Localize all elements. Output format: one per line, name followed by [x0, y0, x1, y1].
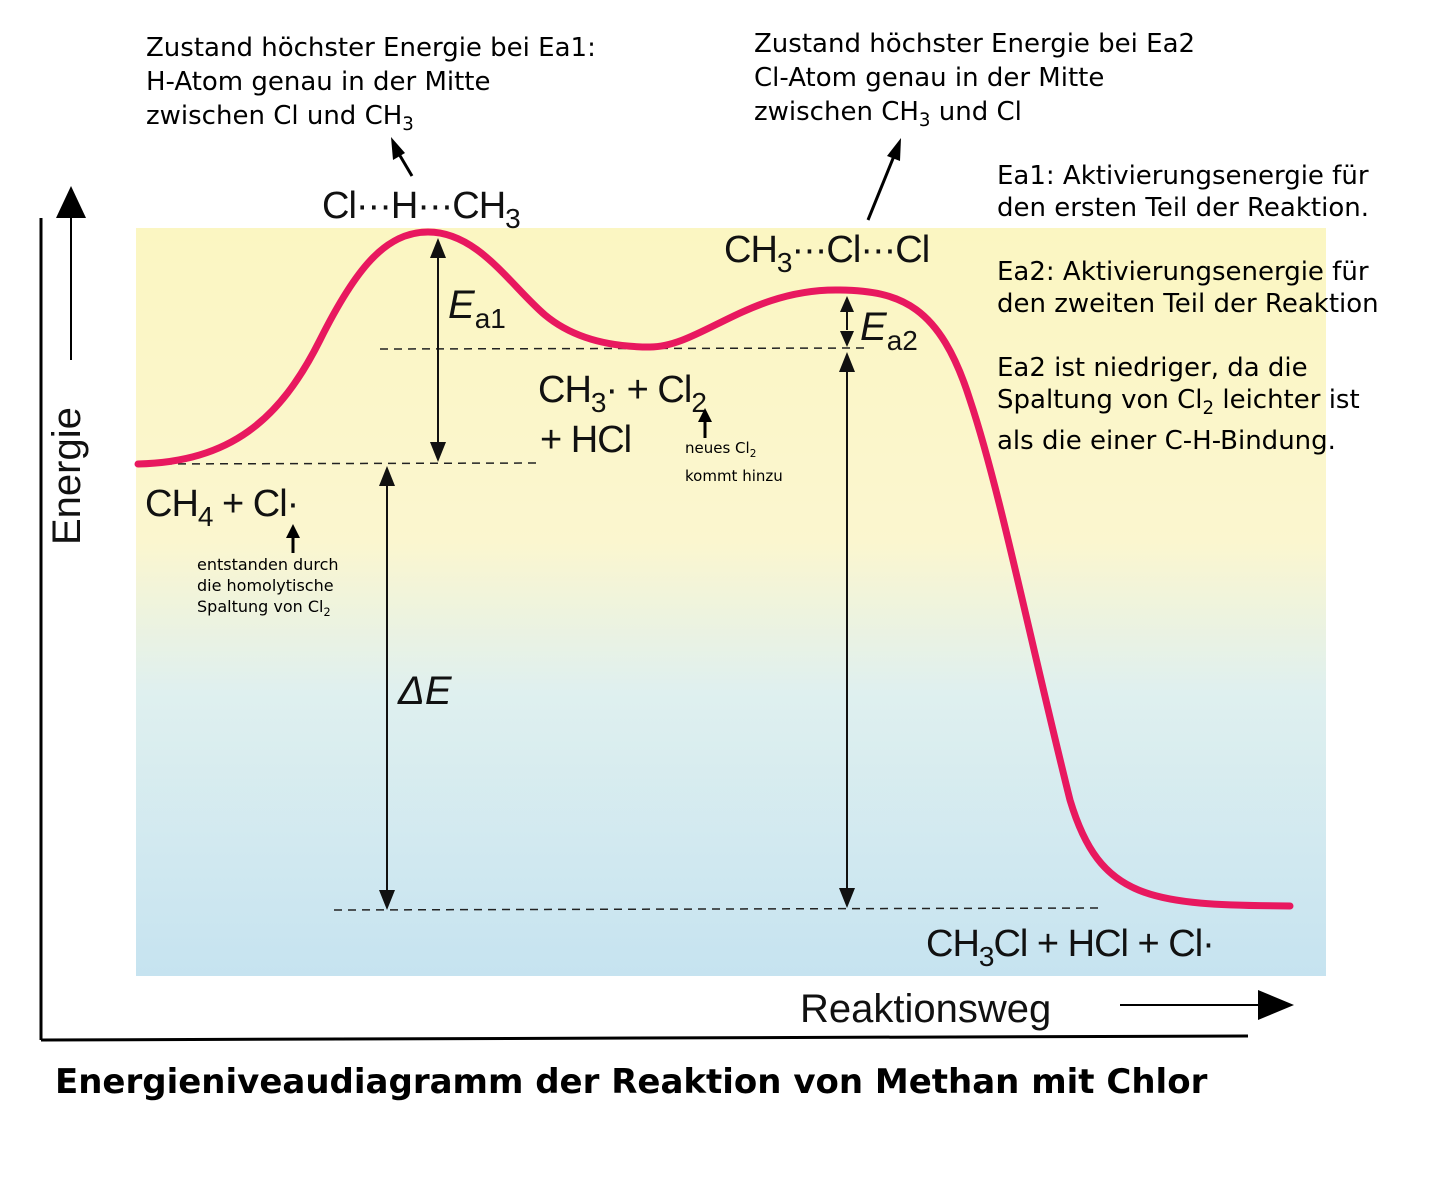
x-axis	[40, 1034, 1249, 1042]
product-level-line	[333, 907, 1101, 911]
ts1-annotation-line2: H-Atom genau in der Mitte	[146, 67, 491, 97]
ea1-definition-line1: Ea1: Aktivierungsenergie für	[997, 161, 1369, 191]
ts2-label: CH3···Cl···Cl	[724, 229, 929, 278]
ea1-arrowhead-bottom	[430, 442, 446, 462]
new-cl2-annotation-line1: neues Cl2	[685, 439, 757, 460]
ts1-annotation-line3: zwischen Cl und CH3	[146, 101, 414, 136]
x-axis-arrowhead	[1258, 990, 1294, 1020]
delta-e-arrowhead-bottom	[379, 890, 395, 910]
ts2-annotation-line2: Cl-Atom genau in der Mitte	[754, 63, 1105, 93]
delta-e-arrowhead-top	[379, 466, 395, 486]
ts1-label: Cl···H···CH3	[322, 185, 520, 234]
diagram-title: Energieniveaudiagramm der Reaktion von M…	[55, 1062, 1208, 1102]
new-cl2-annotation-line2: kommt hinzu	[685, 467, 783, 485]
cl-radical-pointer-head	[286, 524, 300, 538]
products-label: CH3Cl + HCl + Cl·	[926, 923, 1214, 972]
cl-radical-annotation-line2: die homolytische	[197, 576, 334, 595]
ea2-label: Ea2	[860, 305, 918, 356]
ea2-definition: Ea2: Aktivierungsenergie für den zweiten…	[997, 256, 1379, 320]
reactant-level-line	[135, 462, 541, 465]
ts1-pointer-line	[397, 153, 414, 177]
ea2-arrowhead-top	[840, 296, 854, 312]
ts2-annotation-line3: zwischen CH3 und Cl	[754, 97, 1022, 132]
intermediate-label-line2: + HCl	[540, 419, 631, 461]
step2-energy-arrowhead-bottom	[839, 888, 855, 908]
ea1-definition: Ea1: Aktivierungsenergie für den ersten …	[997, 160, 1369, 224]
ea1-definition-line2: den ersten Teil der Reaktion.	[997, 193, 1369, 223]
y-axis-label: Energie	[45, 407, 89, 545]
ts2-annotation: Zustand höchster Energie bei Ea2 Cl-Atom…	[754, 27, 1195, 138]
cl-radical-annotation: entstanden durch die homolytische Spaltu…	[197, 554, 339, 623]
delta-e-label: ΔE	[397, 669, 453, 713]
ts1-annotation: Zustand höchster Energie bei Ea1: H-Atom…	[146, 31, 596, 142]
ea2-definition-line1: Ea2: Aktivierungsenergie für	[997, 257, 1369, 287]
cl-radical-annotation-line1: entstanden durch	[197, 555, 339, 574]
y-axis-arrowhead	[56, 186, 86, 218]
ea1-label: Ea1	[448, 283, 506, 334]
diagram-background	[136, 228, 1326, 976]
ea2-definition-line2: den zweiten Teil der Reaktion	[997, 289, 1379, 319]
step2-energy-arrowhead-top	[839, 352, 855, 372]
reactants-label: CH4 + Cl·	[145, 483, 298, 532]
intermediate-label-line1: CH3· + Cl2	[538, 369, 706, 418]
ea2-reason: Ea2 ist niedriger, da die Spaltung von C…	[997, 352, 1360, 457]
ea2-reason-line1: Ea2 ist niedriger, da die	[997, 353, 1308, 383]
ea1-arrowhead-top	[430, 238, 446, 258]
x-axis-label: Reaktionsweg	[800, 987, 1051, 1031]
ea2-reason-line2: Spaltung von Cl2 leichter ist	[997, 385, 1360, 420]
new-cl2-pointer-head	[698, 408, 712, 422]
ts2-pointer-head	[887, 138, 901, 161]
ts2-pointer-line	[866, 155, 896, 221]
ea2-reason-line3: als die einer C-H-Bindung.	[997, 426, 1336, 457]
ts1-annotation-line1: Zustand höchster Energie bei Ea1:	[146, 33, 596, 63]
cl-radical-annotation-line3: Spaltung von Cl2	[197, 597, 331, 620]
ts2-annotation-line1: Zustand höchster Energie bei Ea2	[754, 29, 1196, 59]
ea2-arrowhead-bottom	[840, 331, 854, 347]
ts1-pointer-head	[391, 137, 405, 160]
energy-curve	[134, 228, 1294, 910]
new-cl2-annotation: neues Cl2 kommt hinzu	[685, 437, 783, 487]
